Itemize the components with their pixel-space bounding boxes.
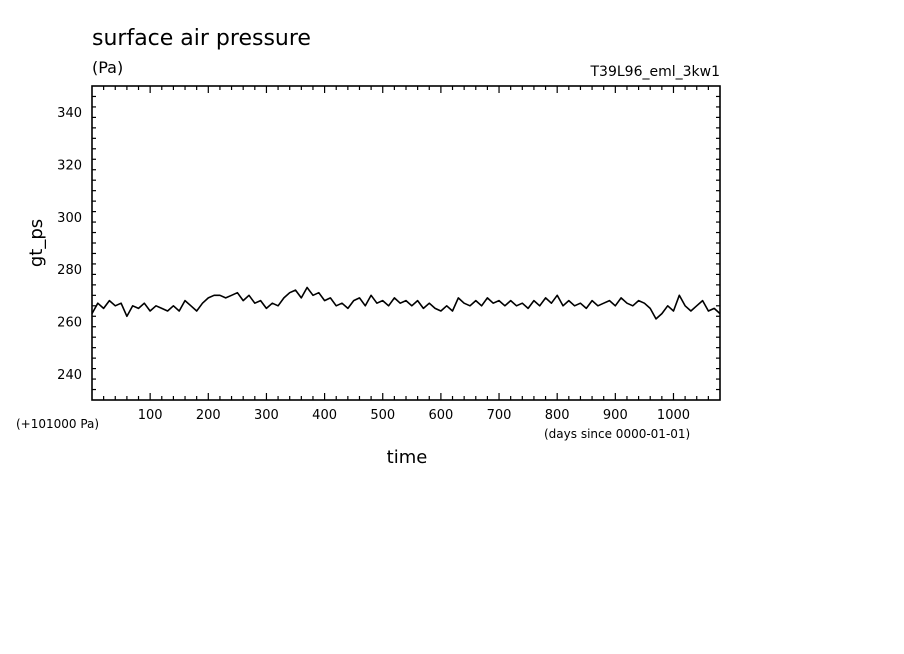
x-tick-label: 100 (138, 408, 163, 423)
plot-frame (91, 85, 721, 401)
y-tick-label: 320 (57, 159, 82, 174)
x-axis-label: time (387, 447, 428, 468)
y-tick-labels: 240 260 280 300 320 340 (57, 106, 82, 383)
y-offset-label: (+101000 Pa) (16, 417, 99, 431)
chart-title: surface air pressure (92, 26, 311, 51)
x-tick-label: 800 (545, 408, 570, 423)
x-tick-label: 400 (312, 408, 337, 423)
y-tick-label: 340 (57, 106, 82, 121)
y-tick-label: 300 (57, 211, 82, 226)
y-tick-label: 260 (57, 316, 82, 331)
y-tick-label: 280 (57, 263, 82, 278)
axis-ticks (92, 86, 720, 400)
x-tick-label: 200 (196, 408, 221, 423)
series-line (91, 286, 721, 320)
x-tick-label: 300 (254, 408, 279, 423)
x-units-label: (days since 0000-01-01) (544, 427, 690, 441)
x-tick-labels: 100 200 300 400 500 600 700 800 900 1000 (138, 408, 690, 423)
x-tick-label: 600 (428, 408, 453, 423)
x-tick-label: 500 (370, 408, 395, 423)
x-tick-label: 1000 (657, 408, 690, 423)
y-tick-label: 240 (57, 368, 82, 383)
chart-units: (Pa) (92, 58, 123, 77)
x-tick-label: 700 (487, 408, 512, 423)
x-tick-label: 900 (603, 408, 628, 423)
y-axis-label: gt_ps (26, 219, 47, 267)
run-label: T39L96_eml_3kw1 (590, 64, 721, 80)
